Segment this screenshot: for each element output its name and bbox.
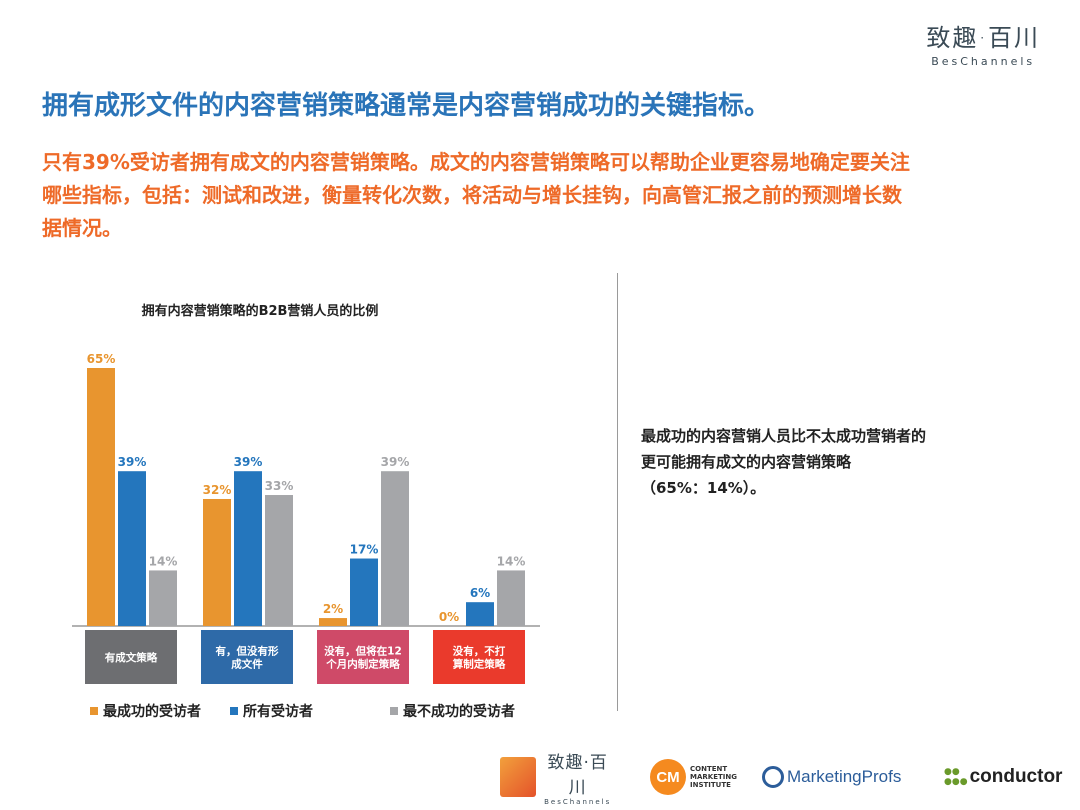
bar	[234, 471, 262, 626]
legend-swatch	[390, 707, 398, 715]
intro-paragraph: 只有39%受访者拥有成文的内容营销策略。成文的内容营销策略可以帮助企业更容易地确…	[42, 146, 1042, 245]
category-label: 个月内制定策略	[325, 658, 400, 671]
chart-title: 拥有内容营销策略的B2B营销人员的比例	[142, 303, 379, 319]
bar-value-label: 17%	[350, 543, 379, 557]
page-title: 拥有成形文件的内容营销策略通常是内容营销成功的关键指标。	[42, 91, 771, 121]
category-label: 算制定策略	[453, 658, 506, 671]
intro-line: 据情况。	[42, 216, 122, 240]
category-label: 没有，不打	[453, 645, 506, 658]
category-box	[433, 630, 525, 684]
bar-value-label: 39%	[118, 455, 147, 469]
brand-name-cn: 致趣·百川	[926, 24, 1040, 52]
bar	[203, 498, 231, 626]
cmi-line: MARKETING	[690, 773, 737, 781]
conductor-dots-icon: ●● ●●●	[944, 767, 968, 787]
bar-value-label: 2%	[323, 602, 343, 616]
conductor-logo: ●● ●●● conductor	[944, 752, 1062, 802]
category-label: 没有，但将在12	[324, 645, 402, 658]
bar	[319, 618, 347, 626]
bar	[149, 570, 177, 626]
vertical-divider	[617, 273, 618, 711]
marketingprofs-logo: MarketingProfs	[762, 752, 901, 802]
bar-value-label: 6%	[470, 586, 490, 600]
beschannels-mark-icon	[500, 757, 537, 797]
beschannels-logo: 致趣·百川 BesChannels	[500, 752, 613, 806]
bar-value-label: 65%	[87, 352, 116, 366]
conductor-name: conductor	[969, 766, 1063, 787]
bar	[497, 570, 525, 626]
bar-value-label: 14%	[497, 554, 526, 568]
bar	[265, 495, 293, 626]
legend-swatch	[230, 707, 238, 715]
marketingprofs-name: MarketingProfs	[787, 767, 902, 786]
bar-value-label: 32%	[203, 483, 232, 497]
category-label: 成文件	[231, 658, 263, 671]
legend-swatch	[90, 707, 98, 715]
bar	[381, 471, 409, 626]
chart-legend: 最成功的受访者 所有受访者 最不成功的受访者	[90, 703, 515, 720]
category-box	[201, 630, 293, 684]
bar-value-label: 39%	[381, 455, 410, 469]
cmi-logo: CM CONTENT MARKETING INSTITUTE	[650, 752, 737, 802]
brand-logo: 致趣·百川 BesChannels	[926, 18, 1040, 68]
bars-layer: 65%39%14%32%39%33%2%17%39%0%6%14%	[87, 352, 526, 626]
bar	[466, 602, 494, 626]
cmi-line: CONTENT	[690, 765, 728, 773]
footer-brand-en: BesChannels	[544, 798, 612, 806]
bar-value-label: 39%	[234, 455, 263, 469]
side-note-line: （65%：14%）。	[641, 479, 766, 497]
bar-value-label: 0%	[439, 610, 459, 624]
side-note: 最成功的内容营销人员比不太成功营销者的 更可能拥有成文的内容营销策略 （65%：…	[641, 423, 1041, 501]
intro-line: 只有39%受访者拥有成文的内容营销策略。成文的内容营销策略可以帮助企业更容易地确…	[42, 150, 910, 174]
bar-chart: 拥有内容营销策略的B2B营销人员的比例 65%39%14%32%39%33%2%…	[72, 303, 540, 720]
bar	[118, 471, 146, 626]
intro-line: 哪些指标，包括：测试和改进，衡量转化次数，将活动与增长挂钩，向高管汇报之前的预测…	[42, 183, 902, 207]
cmi-line: INSTITUTE	[690, 781, 731, 789]
category-box	[85, 630, 177, 684]
category-label: 有成文策略	[105, 651, 158, 664]
category-label: 有，但没有形	[216, 645, 279, 658]
legend-label: 最不成功的受访者	[403, 703, 515, 720]
bar-value-label: 33%	[265, 479, 294, 493]
legend-label: 所有受访者	[243, 703, 313, 720]
bar	[87, 368, 115, 626]
bar	[350, 558, 378, 626]
marketingprofs-icon	[762, 766, 784, 788]
legend-label: 最成功的受访者	[103, 703, 201, 720]
side-note-line: 更可能拥有成文的内容营销策略	[641, 453, 852, 471]
bar-value-label: 14%	[149, 554, 178, 568]
side-note-line: 最成功的内容营销人员比不太成功营销者的	[641, 427, 927, 445]
footer-brand-cn: 致趣·百川	[547, 753, 608, 798]
category-box	[317, 630, 409, 684]
brand-name-en: BesChannels	[931, 55, 1036, 68]
cmi-badge-icon: CM	[650, 759, 686, 795]
